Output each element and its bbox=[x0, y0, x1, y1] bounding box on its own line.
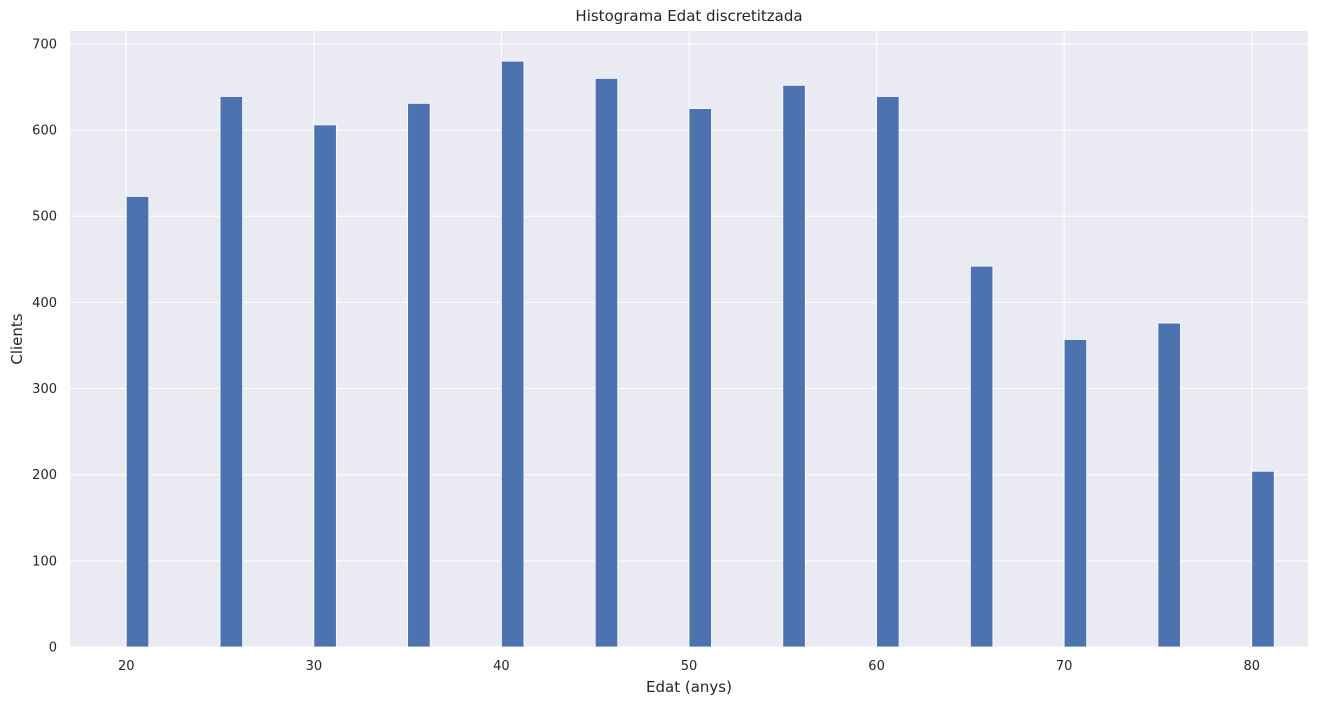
histogram-bar bbox=[688, 108, 712, 648]
y-tick-label: 300 bbox=[32, 382, 57, 397]
histogram-bar bbox=[501, 60, 525, 648]
x-tick-label: 50 bbox=[681, 659, 698, 674]
histogram-bar bbox=[969, 265, 994, 648]
x-tick-label: 30 bbox=[306, 659, 323, 674]
histogram-bar bbox=[219, 96, 243, 648]
x-tick-label: 60 bbox=[868, 659, 885, 674]
x-tick-label: 20 bbox=[118, 659, 135, 674]
y-tick-label: 400 bbox=[32, 296, 57, 311]
y-axis-label: Clients bbox=[8, 313, 26, 364]
y-tick-label: 600 bbox=[32, 124, 57, 139]
x-tick-label: 70 bbox=[1056, 659, 1073, 674]
y-tick-label: 700 bbox=[32, 37, 57, 52]
x-tick-label: 80 bbox=[1243, 659, 1260, 674]
histogram-bar bbox=[1157, 322, 1181, 648]
chart-title: Histograma Edat discretitzada bbox=[575, 7, 802, 25]
y-tick-label: 0 bbox=[49, 641, 57, 656]
histogram-bar bbox=[594, 77, 619, 648]
histogram-bar bbox=[782, 84, 806, 648]
histogram-bar bbox=[313, 124, 337, 648]
x-tick-labels: 20 30 40 50 60 70 80 bbox=[118, 659, 1260, 674]
y-tick-label: 200 bbox=[32, 468, 57, 483]
bars bbox=[125, 60, 1275, 648]
histogram-bar bbox=[125, 196, 150, 648]
x-axis-label: Edat (anys) bbox=[646, 678, 732, 696]
x-tick-label: 40 bbox=[493, 659, 510, 674]
histogram-bar bbox=[1251, 470, 1275, 648]
y-tick-label: 100 bbox=[32, 554, 57, 569]
y-tick-labels: 0 100 200 300 400 500 600 700 bbox=[32, 37, 57, 655]
histogram-bar bbox=[876, 96, 900, 648]
histogram-bar bbox=[407, 102, 431, 648]
y-tick-label: 500 bbox=[32, 210, 57, 225]
histogram-bar bbox=[1063, 339, 1088, 648]
